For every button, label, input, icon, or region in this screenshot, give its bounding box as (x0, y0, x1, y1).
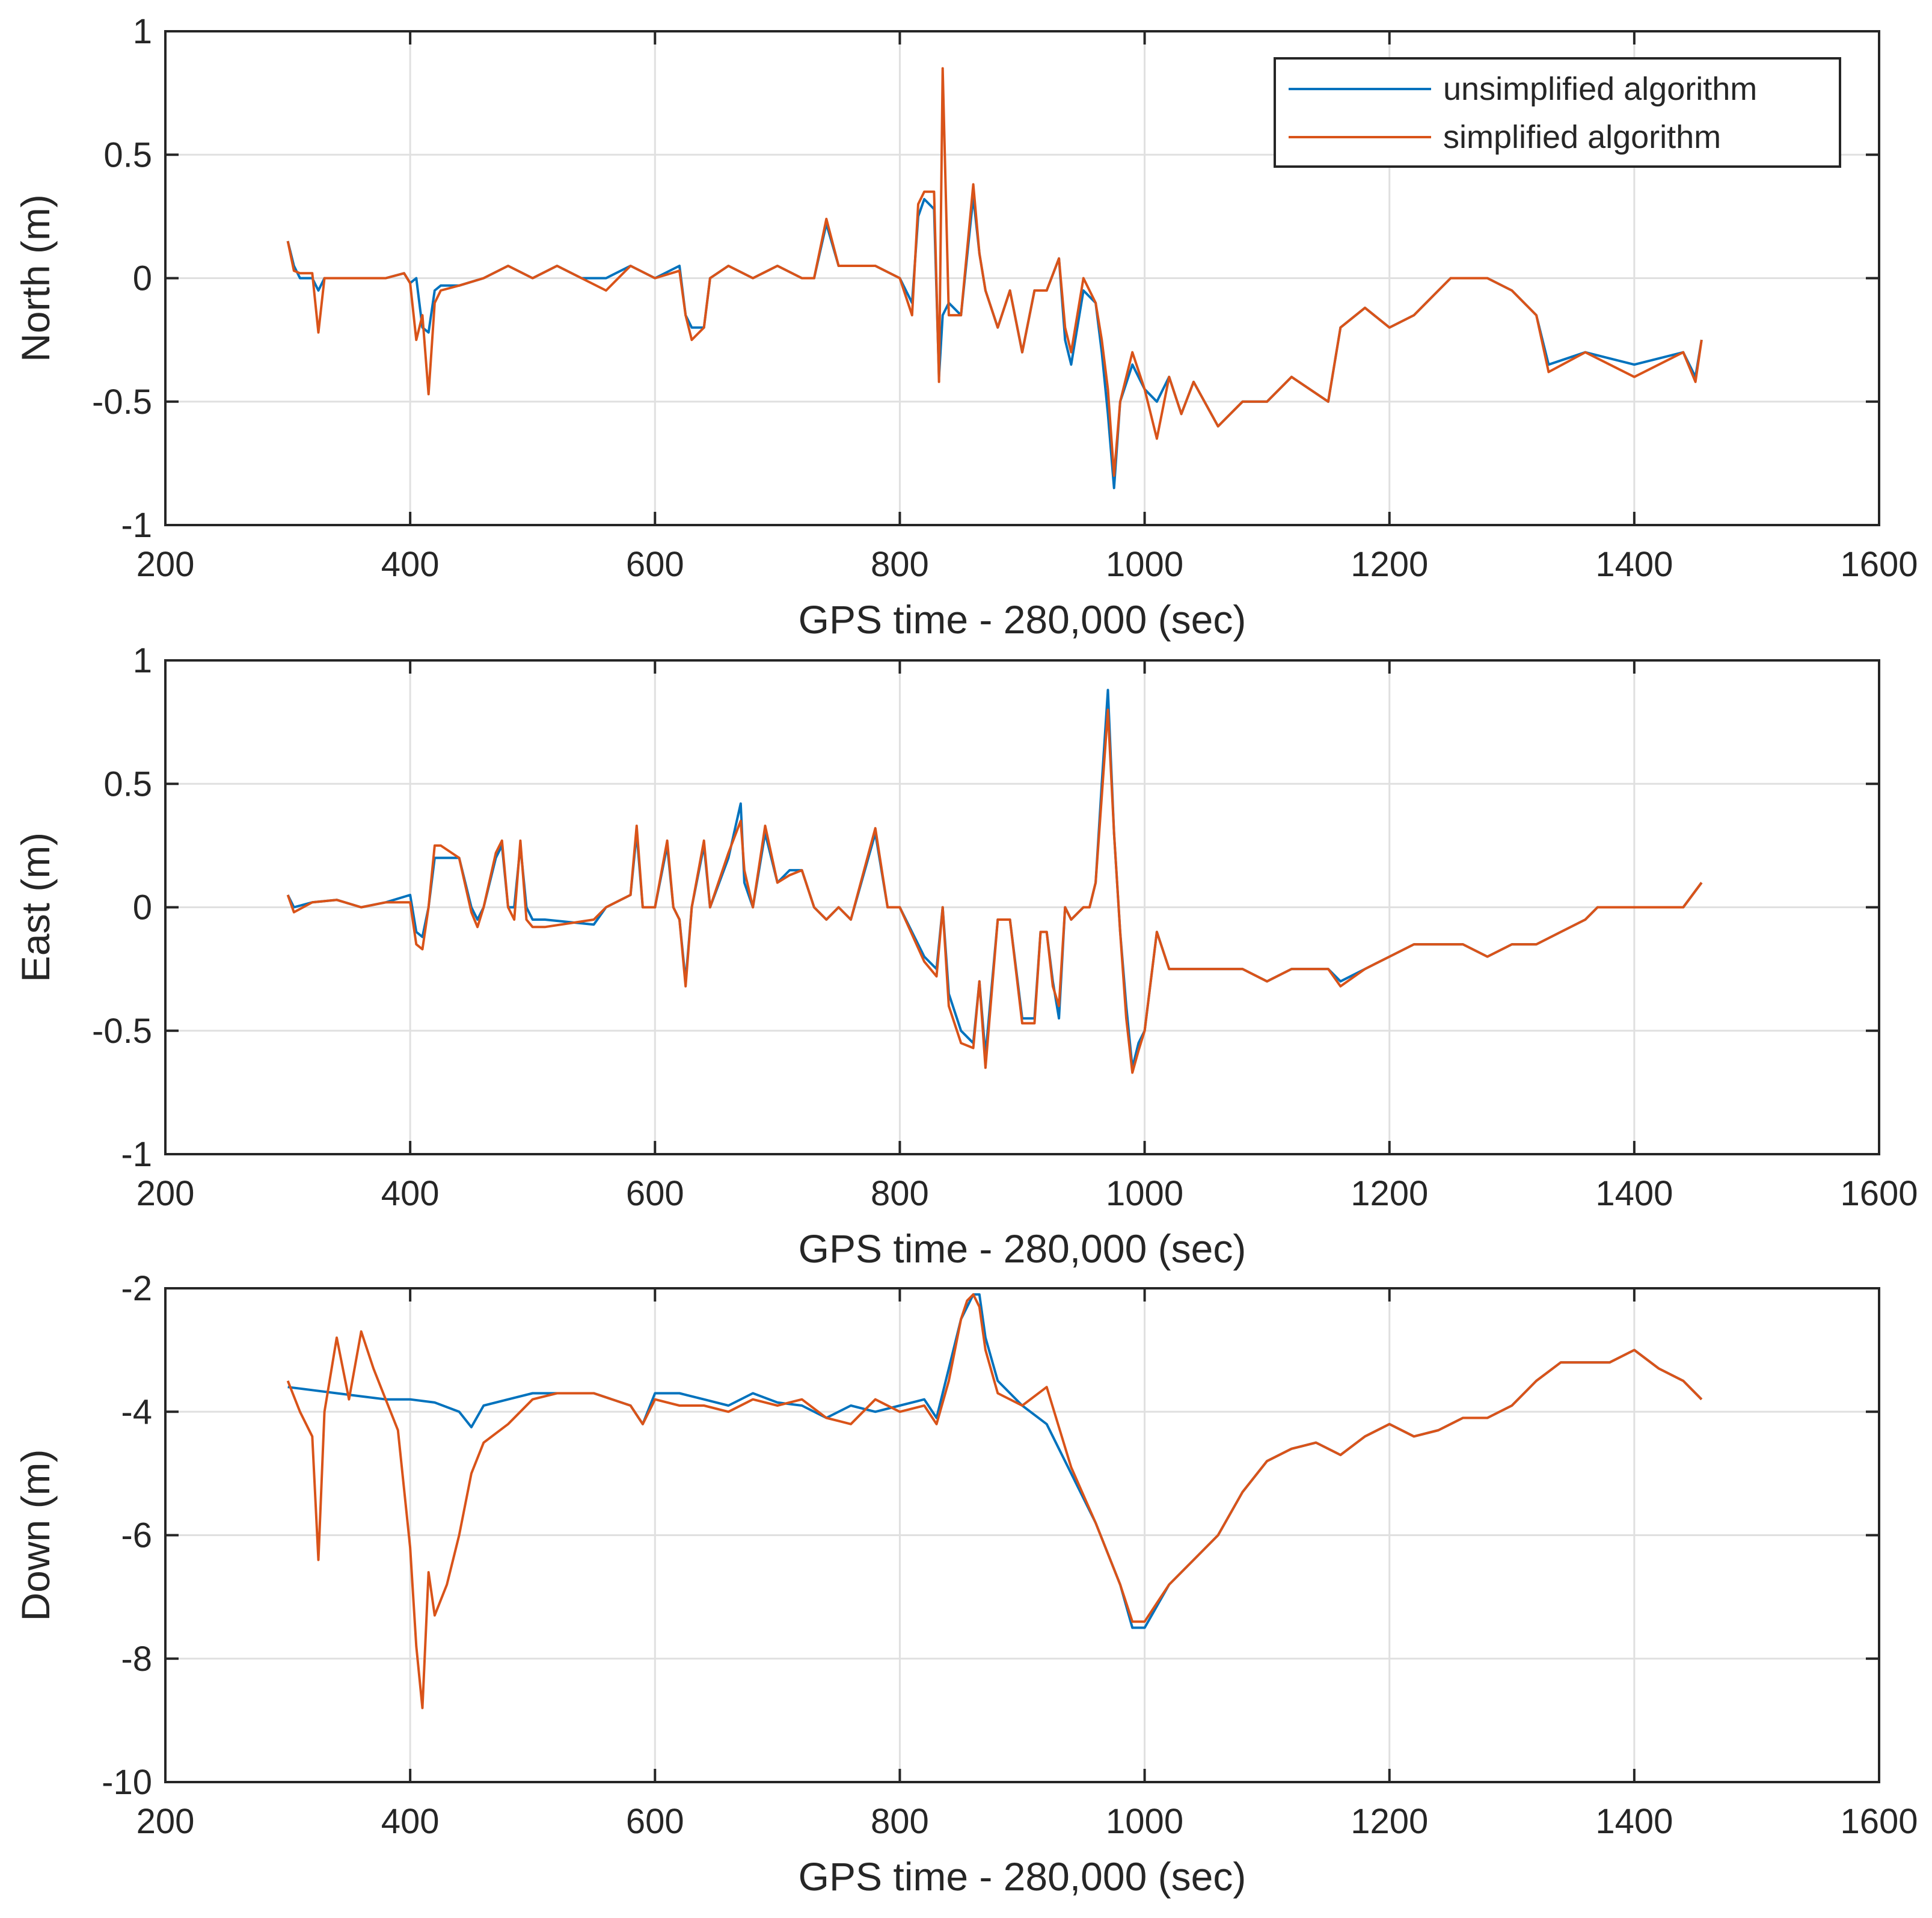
north-ytick-label: -0.5 (92, 383, 152, 422)
down-ytick-label: -10 (102, 1763, 152, 1802)
east-xtick-label: 200 (136, 1174, 195, 1213)
down-ytick-label: -6 (121, 1516, 152, 1555)
legend-label-simplified: simplified algorithm (1443, 119, 1721, 155)
north-xtick-label: 200 (136, 545, 195, 584)
down-xtick-label: 600 (626, 1802, 684, 1841)
north-xlabel: GPS time - 280,000 (sec) (799, 597, 1247, 642)
down-xtick-label: 400 (381, 1802, 440, 1841)
east-xlabel: GPS time - 280,000 (sec) (799, 1226, 1247, 1271)
north-ytick-label: -1 (121, 506, 152, 545)
east-ytick-label: 1 (133, 641, 152, 680)
east-ytick-label: 0 (133, 888, 152, 927)
north-xtick-label: 400 (381, 545, 440, 584)
down-ytick-label: -4 (121, 1392, 152, 1431)
down-xtick-label: 1200 (1351, 1802, 1428, 1841)
east-ytick-label: -1 (121, 1135, 152, 1174)
east-xtick-label: 400 (381, 1174, 440, 1213)
north-xtick-label: 600 (626, 545, 684, 584)
legend-label-unsimplified: unsimplified algorithm (1443, 71, 1757, 107)
east-ylabel: East (m) (13, 832, 58, 982)
down-xtick-label: 200 (136, 1802, 195, 1841)
east-xtick-label: 1600 (1840, 1174, 1918, 1213)
down-ylabel: Down (m) (13, 1449, 58, 1621)
east-xtick-label: 1400 (1595, 1174, 1673, 1213)
down-panel: 200 400 600 800 1000 1200 1400 1600 -2 -4 -6 -8 -10 G… (13, 1269, 1918, 1899)
down-xtick-label: 1600 (1840, 1802, 1918, 1841)
east-xtick-label: 800 (871, 1174, 929, 1213)
down-ytick-label: -2 (121, 1269, 152, 1308)
east-xtick-label: 1200 (1351, 1174, 1428, 1213)
east-panel: 200 400 600 800 1000 1200 1400 1600 1 0.5 0 -0.5 -1 G… (13, 641, 1918, 1271)
east-ytick-label: -0.5 (92, 1012, 152, 1051)
north-series-simplified (286, 67, 1703, 477)
down-series-simplified (286, 1293, 1703, 1709)
east-series-simplified (286, 708, 1703, 1074)
north-xtick-label: 1200 (1351, 545, 1428, 584)
down-ytick-label: -8 (121, 1640, 152, 1679)
down-xtick-label: 1000 (1106, 1802, 1183, 1841)
north-xtick-label: 800 (871, 545, 929, 584)
legend: unsimplified algorithm simplified algori… (1274, 57, 1841, 168)
north-ylabel: North (m) (13, 194, 58, 362)
north-ytick-label: 0.5 (103, 135, 152, 174)
down-xtick-label: 800 (871, 1802, 929, 1841)
down-xlabel: GPS time - 280,000 (sec) (799, 1854, 1247, 1899)
east-xtick-label: 600 (626, 1174, 684, 1213)
east-xtick-label: 1000 (1106, 1174, 1183, 1213)
north-ytick-label: 0 (133, 259, 152, 298)
north-xtick-label: 1000 (1106, 545, 1183, 584)
north-xtick-label: 1400 (1595, 545, 1673, 584)
north-ytick-label: 1 (133, 12, 152, 51)
east-ytick-label: 0.5 (103, 764, 152, 804)
down-xtick-label: 1400 (1595, 1802, 1673, 1841)
north-xtick-label: 1600 (1840, 545, 1918, 584)
legend-box (1274, 57, 1841, 168)
